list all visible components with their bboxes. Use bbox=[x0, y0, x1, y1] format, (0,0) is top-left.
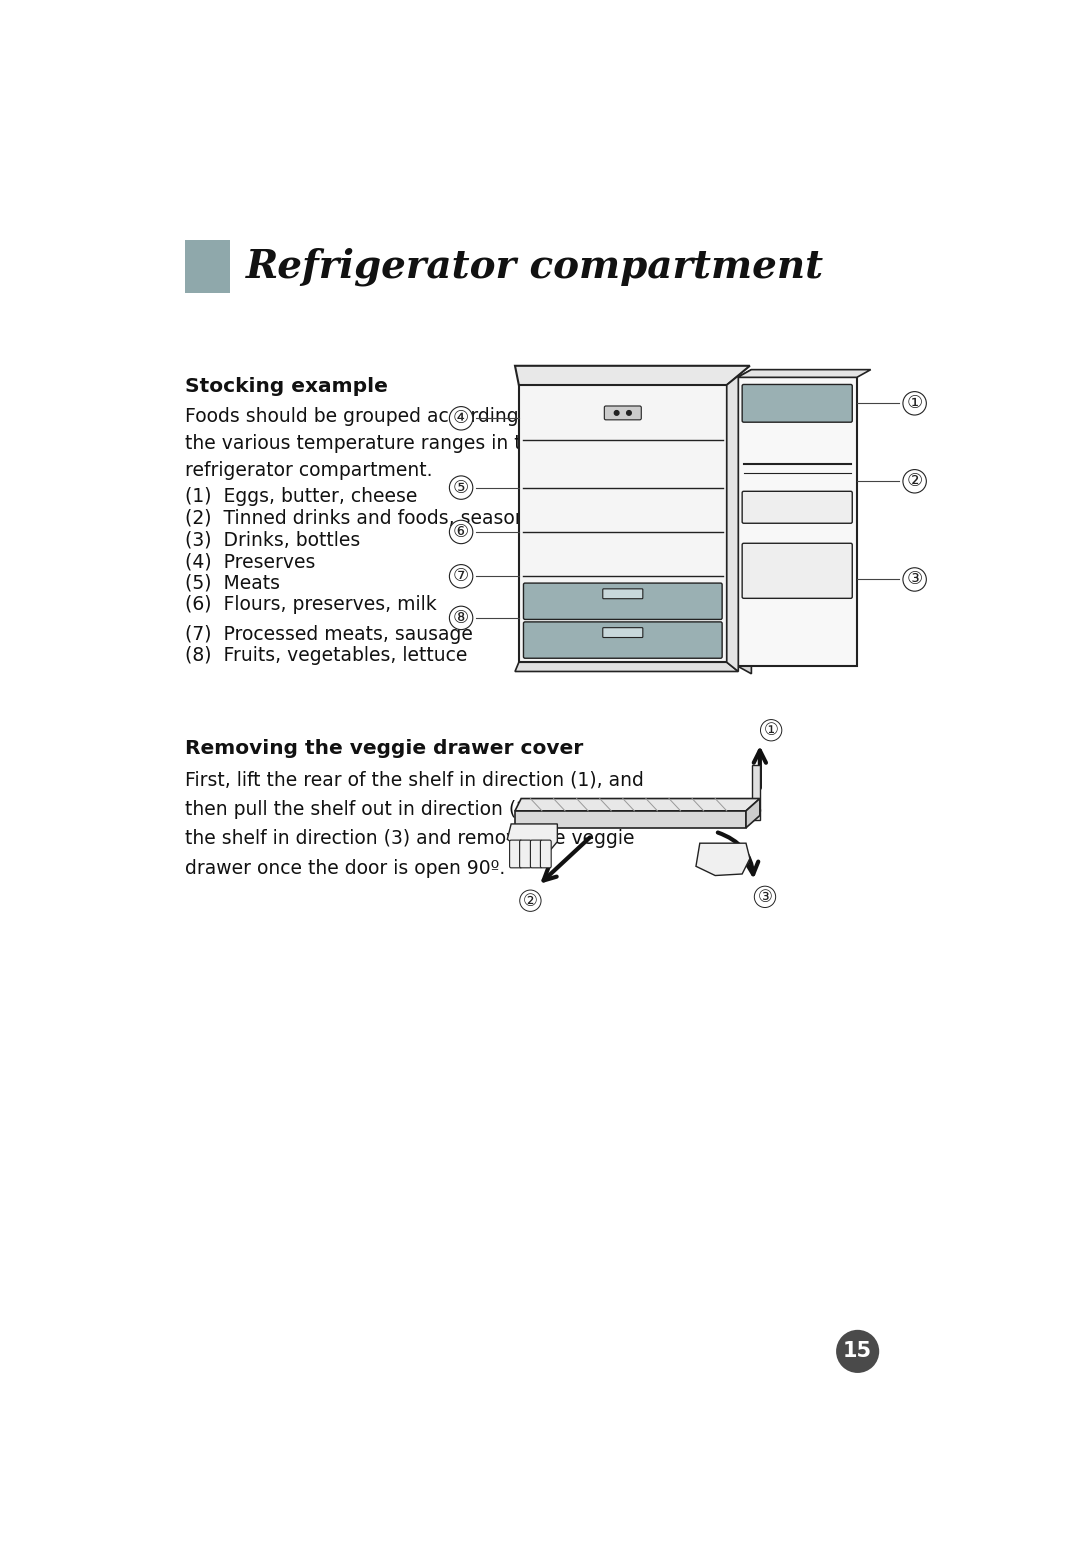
FancyBboxPatch shape bbox=[742, 543, 852, 598]
Circle shape bbox=[626, 410, 632, 415]
Text: Removing the veggie drawer cover: Removing the veggie drawer cover bbox=[186, 739, 583, 758]
Polygon shape bbox=[746, 799, 760, 828]
Text: (5)  Meats: (5) Meats bbox=[186, 573, 281, 592]
Text: First, lift the rear of the shelf in direction (1), and
then pull the shelf out : First, lift the rear of the shelf in dir… bbox=[186, 770, 645, 877]
Circle shape bbox=[615, 410, 619, 415]
Text: ④: ④ bbox=[453, 409, 469, 428]
Polygon shape bbox=[727, 376, 739, 672]
FancyBboxPatch shape bbox=[519, 839, 531, 868]
Text: (8)  Fruits, vegetables, lettuce: (8) Fruits, vegetables, lettuce bbox=[186, 647, 468, 666]
Text: (7)  Processed meats, sausage: (7) Processed meats, sausage bbox=[186, 625, 473, 644]
Bar bbox=[186, 240, 230, 293]
Text: Stocking example: Stocking example bbox=[186, 377, 389, 396]
Text: ⑥: ⑥ bbox=[453, 523, 469, 540]
Text: (2)  Tinned drinks and foods, seasonings: (2) Tinned drinks and foods, seasonings bbox=[186, 509, 566, 528]
FancyBboxPatch shape bbox=[524, 622, 723, 658]
Text: ③: ③ bbox=[906, 570, 922, 589]
Polygon shape bbox=[515, 799, 760, 811]
Polygon shape bbox=[738, 370, 752, 673]
FancyBboxPatch shape bbox=[530, 839, 542, 868]
Text: ①: ① bbox=[906, 395, 922, 412]
Text: ②: ② bbox=[523, 891, 538, 910]
Bar bbox=[738, 377, 856, 666]
FancyBboxPatch shape bbox=[742, 385, 852, 423]
Text: (1)  Eggs, butter, cheese: (1) Eggs, butter, cheese bbox=[186, 487, 418, 506]
FancyBboxPatch shape bbox=[605, 406, 642, 420]
Text: ②: ② bbox=[906, 473, 922, 490]
Polygon shape bbox=[738, 370, 870, 377]
Bar bbox=[752, 810, 760, 821]
Text: (3)  Drinks, bottles: (3) Drinks, bottles bbox=[186, 531, 361, 550]
Text: ⑤: ⑤ bbox=[453, 479, 469, 496]
FancyBboxPatch shape bbox=[603, 628, 643, 637]
Polygon shape bbox=[515, 366, 750, 385]
Polygon shape bbox=[696, 843, 750, 875]
Text: 15: 15 bbox=[843, 1342, 873, 1361]
Text: ⑧: ⑧ bbox=[453, 609, 469, 626]
Text: (4)  Preserves: (4) Preserves bbox=[186, 553, 315, 572]
Text: ⑦: ⑦ bbox=[453, 567, 469, 586]
Text: ③: ③ bbox=[757, 888, 772, 905]
Circle shape bbox=[836, 1330, 879, 1373]
FancyBboxPatch shape bbox=[524, 583, 723, 620]
FancyBboxPatch shape bbox=[603, 589, 643, 598]
Polygon shape bbox=[508, 824, 557, 852]
Text: ①: ① bbox=[764, 722, 779, 739]
Text: (6)  Flours, preserves, milk: (6) Flours, preserves, milk bbox=[186, 595, 437, 614]
Text: Foods should be grouped according to
the various temperature ranges in the
refri: Foods should be grouped according to the… bbox=[186, 407, 545, 481]
FancyBboxPatch shape bbox=[510, 839, 522, 868]
Bar bbox=[518, 385, 727, 662]
Polygon shape bbox=[515, 662, 739, 672]
Text: Refrigerator compartment: Refrigerator compartment bbox=[245, 247, 824, 287]
FancyBboxPatch shape bbox=[540, 839, 551, 868]
Polygon shape bbox=[515, 811, 746, 828]
FancyBboxPatch shape bbox=[742, 492, 852, 523]
Bar bbox=[752, 764, 760, 811]
